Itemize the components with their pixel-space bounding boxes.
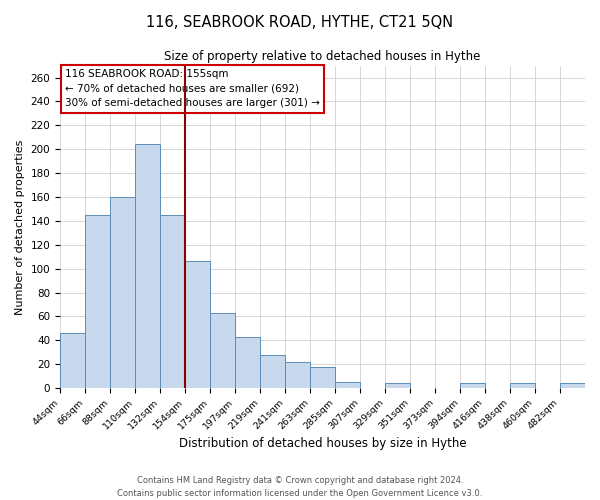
Title: Size of property relative to detached houses in Hythe: Size of property relative to detached ho… xyxy=(164,50,481,63)
Text: Contains HM Land Registry data © Crown copyright and database right 2024.
Contai: Contains HM Land Registry data © Crown c… xyxy=(118,476,482,498)
Bar xyxy=(60,333,85,388)
Text: 116 SEABROOK ROAD: 155sqm
← 70% of detached houses are smaller (692)
30% of semi: 116 SEABROOK ROAD: 155sqm ← 70% of detac… xyxy=(65,69,320,108)
Bar xyxy=(135,144,160,388)
Bar xyxy=(335,382,360,388)
Text: 116, SEABROOK ROAD, HYTHE, CT21 5QN: 116, SEABROOK ROAD, HYTHE, CT21 5QN xyxy=(146,15,454,30)
Bar xyxy=(385,384,410,388)
Bar xyxy=(185,262,210,388)
Y-axis label: Number of detached properties: Number of detached properties xyxy=(15,139,25,314)
Bar xyxy=(310,366,335,388)
Bar xyxy=(210,313,235,388)
Bar xyxy=(560,384,585,388)
Bar xyxy=(85,215,110,388)
X-axis label: Distribution of detached houses by size in Hythe: Distribution of detached houses by size … xyxy=(179,437,466,450)
Bar xyxy=(235,337,260,388)
Bar xyxy=(110,197,135,388)
Bar xyxy=(285,362,310,388)
Bar xyxy=(460,384,485,388)
Bar xyxy=(160,215,185,388)
Bar xyxy=(260,354,285,388)
Bar xyxy=(510,384,535,388)
